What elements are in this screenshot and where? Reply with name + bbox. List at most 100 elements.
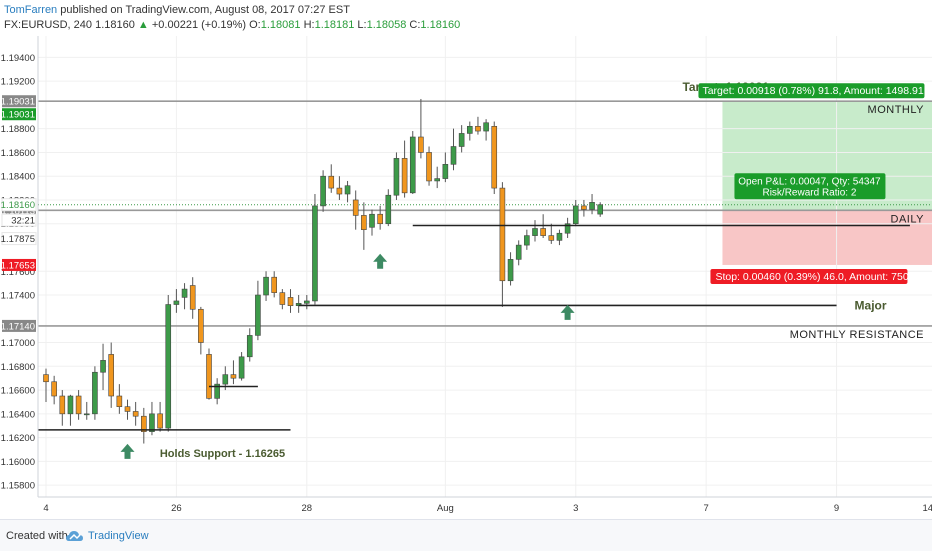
candle[interactable]: [507, 252, 514, 286]
candle[interactable]: [214, 378, 220, 405]
candle[interactable]: [141, 407, 147, 444]
candle[interactable]: [564, 217, 571, 238]
candle[interactable]: [108, 342, 114, 408]
candle[interactable]: [418, 98, 424, 159]
symbol-label: FX:EURUSD, 240: [4, 19, 93, 31]
price-tick-label: 1.17600: [1, 267, 35, 278]
candle[interactable]: [263, 271, 269, 301]
author-link[interactable]: TomFarren: [4, 4, 58, 16]
candle[interactable]: [320, 170, 326, 212]
candle[interactable]: [43, 368, 49, 402]
candle[interactable]: [409, 131, 416, 195]
price-badge-text: 1.17653: [1, 260, 35, 271]
candle[interactable]: [230, 360, 237, 385]
candle[interactable]: [597, 202, 604, 217]
candle[interactable]: [75, 390, 82, 420]
candle-body: [515, 244, 522, 260]
candle[interactable]: [279, 289, 286, 310]
candle[interactable]: [458, 125, 465, 153]
candle[interactable]: [312, 194, 318, 305]
candle[interactable]: [328, 164, 335, 193]
candle[interactable]: [116, 384, 123, 414]
candle[interactable]: [344, 180, 351, 203]
candle[interactable]: [499, 182, 506, 307]
candle[interactable]: [67, 394, 74, 426]
price-tick-label: 1.18400: [1, 172, 35, 183]
candle[interactable]: [475, 116, 481, 135]
candlestick-chart[interactable]: MONTHLY DAILY MONTHLY RESISTANCE Holds Sup…: [0, 36, 932, 519]
candle[interactable]: [434, 166, 441, 189]
candle[interactable]: [524, 229, 530, 250]
candle[interactable]: [369, 209, 375, 236]
up-triangle-icon: ▲: [137, 19, 149, 31]
candle[interactable]: [589, 194, 595, 215]
price-tick-label: 1.16800: [1, 362, 35, 373]
candle[interactable]: [303, 295, 310, 310]
candle[interactable]: [442, 152, 449, 183]
candle[interactable]: [572, 199, 579, 227]
candle[interactable]: [287, 289, 294, 313]
candle-body: [483, 122, 489, 132]
candle[interactable]: [352, 190, 359, 230]
candle[interactable]: [336, 176, 343, 200]
candle[interactable]: [393, 152, 400, 200]
candle-body: [173, 300, 180, 305]
candle[interactable]: [491, 121, 498, 195]
tradingview-brand[interactable]: TradingView: [88, 530, 149, 542]
candle[interactable]: [124, 399, 131, 420]
candle-body: [43, 374, 49, 383]
time-tick-label: 7: [704, 503, 709, 514]
candle-body: [458, 133, 465, 147]
candle[interactable]: [51, 375, 57, 405]
close-label: C:: [409, 19, 421, 31]
chart-header: TomFarren published on TradingView.com, …: [0, 0, 932, 36]
candle[interactable]: [181, 283, 188, 310]
candle[interactable]: [401, 140, 408, 198]
candle[interactable]: [426, 146, 432, 186]
candle[interactable]: [165, 295, 172, 432]
candle-body: [181, 288, 188, 298]
candle[interactable]: [556, 229, 563, 246]
candle[interactable]: [92, 366, 98, 420]
candle[interactable]: [59, 390, 66, 426]
time-tick-label: 3: [573, 503, 578, 514]
holds-support-label: Holds Support - 1.16265: [160, 448, 285, 460]
candle[interactable]: [255, 280, 261, 341]
candles[interactable]: [43, 98, 604, 444]
candle[interactable]: [271, 271, 278, 298]
candle[interactable]: [548, 223, 555, 244]
candle[interactable]: [246, 328, 253, 362]
candle[interactable]: [532, 220, 538, 242]
candle[interactable]: [483, 119, 489, 141]
candle[interactable]: [385, 189, 392, 227]
candle[interactable]: [450, 128, 457, 171]
publish-line: TomFarren published on TradingView.com, …: [4, 4, 350, 16]
high-value: 1.18181: [314, 19, 355, 31]
price-badge: [1, 232, 37, 246]
price-tick-label: 1.17000: [1, 338, 35, 349]
candle[interactable]: [515, 240, 522, 266]
last-price: 1.18160: [95, 19, 135, 31]
candle-body: [83, 413, 90, 416]
price-tick-label: 1.16400: [1, 409, 35, 420]
candle[interactable]: [132, 401, 139, 426]
candle[interactable]: [206, 348, 212, 400]
candle[interactable]: [361, 202, 367, 250]
candle-body: [564, 223, 571, 234]
price-badge: [1, 198, 37, 212]
candle[interactable]: [238, 352, 245, 381]
candle[interactable]: [100, 343, 106, 391]
candle[interactable]: [83, 401, 90, 420]
candle[interactable]: [157, 401, 163, 432]
candle[interactable]: [173, 289, 180, 313]
candle[interactable]: [466, 121, 473, 141]
price-tick-label: 1.15800: [1, 481, 35, 492]
candle[interactable]: [581, 199, 587, 217]
candle[interactable]: [189, 277, 196, 319]
price-axis[interactable]: 1.15800 1.16000 1.16200 1.16400 1.16600 1.168…: [0, 36, 39, 497]
candle[interactable]: [198, 306, 204, 355]
candle[interactable]: [377, 205, 383, 230]
candle[interactable]: [295, 295, 302, 313]
candle-body: [442, 164, 449, 179]
